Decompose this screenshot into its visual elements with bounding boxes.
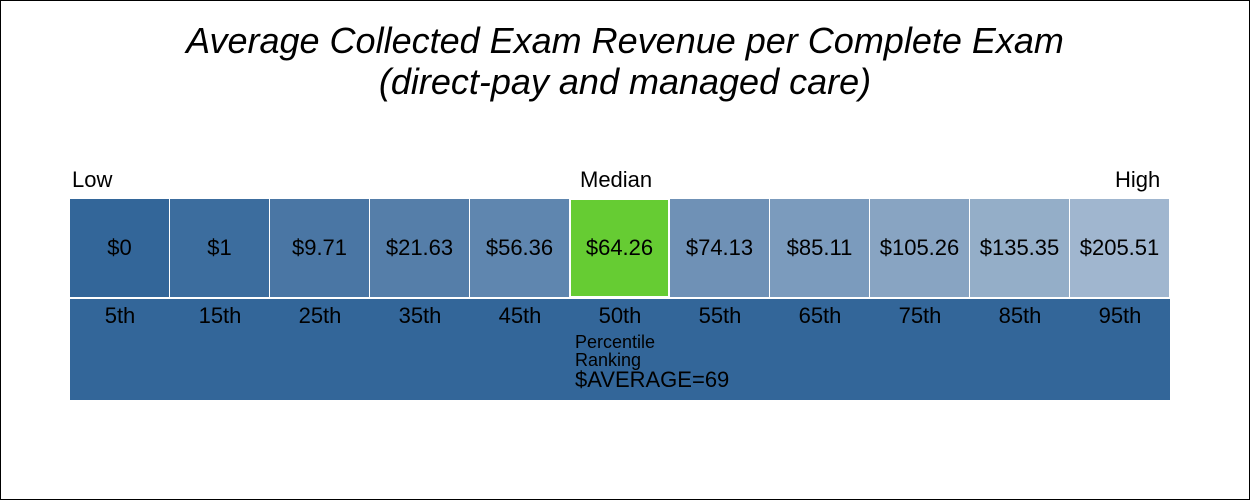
median-label: Median [580,167,653,192]
low-label: Low [72,167,113,192]
value-cell-5th: $0 [70,199,169,297]
percentile-value-row: $0 $1 $9.71 $21.63 $56.36 $64.26 $74.13 $85.11 $… [70,199,1170,297]
chart-title: Average Collected Exam Revenue per Compl… [0,20,1250,102]
percentile-tick-95th: 95th [1098,303,1142,328]
high-label: High [1115,167,1161,192]
value-cell-50th: $64.26 [570,199,669,297]
percentile-tick-75th: 75th [898,303,942,328]
percentile-ranking-note: Percentile Ranking $AVERAGE=69 [575,333,729,391]
value-cell-45th: $56.36 [470,199,569,297]
percentile-tick-35th: 35th [398,303,442,328]
percentile-label: Percentile [575,332,656,352]
percentile-tick-50th: 50th [598,303,642,328]
value-cell-65th: $85.11 [770,199,869,297]
value-cell-95th: $205.51 [1070,199,1169,297]
chart-title-line-1: Average Collected Exam Revenue per Compl… [186,20,1064,61]
value-cell-35th: $21.63 [370,199,469,297]
percentile-tick-85th: 85th [998,303,1042,328]
percentile-band: Percentile Ranking $AVERAGE=69 5th 15th 25… [70,299,1170,400]
ranking-label: Ranking [575,350,642,370]
percentile-tick-5th: 5th [104,303,136,328]
value-cell-15th: $1 [170,199,269,297]
value-cell-75th: $105.26 [870,199,969,297]
percentile-tick-45th: 45th [498,303,542,328]
average-label: $AVERAGE=69 [575,367,730,392]
value-cell-85th: $135.35 [970,199,1069,297]
percentile-tick-25th: 25th [298,303,342,328]
value-cell-55th: $74.13 [670,199,769,297]
percentile-tick-65th: 65th [798,303,842,328]
value-cell-25th: $9.71 [270,199,369,297]
chart-title-line-2: (direct-pay and managed care) [378,61,872,102]
percentile-tick-55th: 55th [698,303,742,328]
percentile-tick-15th: 15th [198,303,242,328]
